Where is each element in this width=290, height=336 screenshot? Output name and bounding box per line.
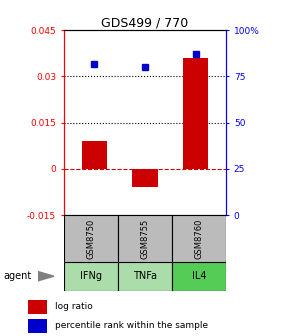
Bar: [28, 319, 46, 333]
Text: log ratio: log ratio: [55, 302, 92, 311]
Title: GDS499 / 770: GDS499 / 770: [102, 16, 188, 29]
Text: IL4: IL4: [192, 271, 206, 281]
Bar: [183, 58, 209, 169]
Bar: [118, 262, 172, 291]
Bar: [81, 141, 107, 169]
Bar: [132, 169, 158, 187]
Text: agent: agent: [3, 271, 31, 281]
Bar: [64, 262, 118, 291]
Bar: [172, 262, 226, 291]
Bar: [118, 215, 172, 262]
Bar: [28, 300, 46, 314]
Text: GSM8760: GSM8760: [195, 218, 204, 259]
Text: percentile rank within the sample: percentile rank within the sample: [55, 322, 208, 330]
Text: IFNg: IFNg: [80, 271, 102, 281]
Text: TNFa: TNFa: [133, 271, 157, 281]
Text: GSM8750: GSM8750: [86, 218, 95, 259]
Polygon shape: [38, 271, 54, 281]
Bar: [172, 215, 226, 262]
Text: GSM8755: GSM8755: [140, 218, 150, 259]
Bar: [64, 215, 118, 262]
